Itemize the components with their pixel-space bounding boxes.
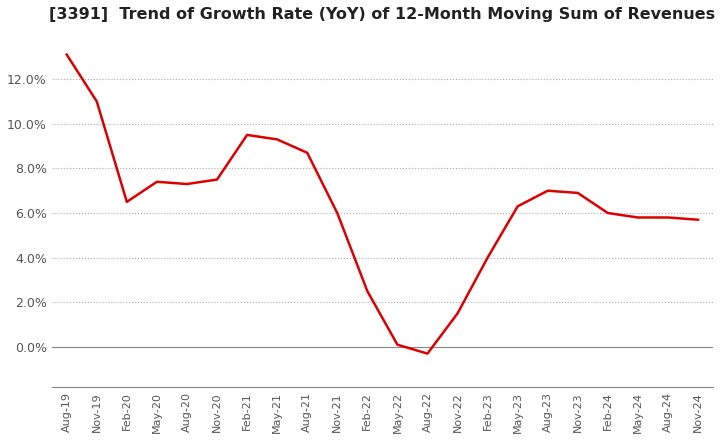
- Title: [3391]  Trend of Growth Rate (YoY) of 12-Month Moving Sum of Revenues: [3391] Trend of Growth Rate (YoY) of 12-…: [49, 7, 716, 22]
